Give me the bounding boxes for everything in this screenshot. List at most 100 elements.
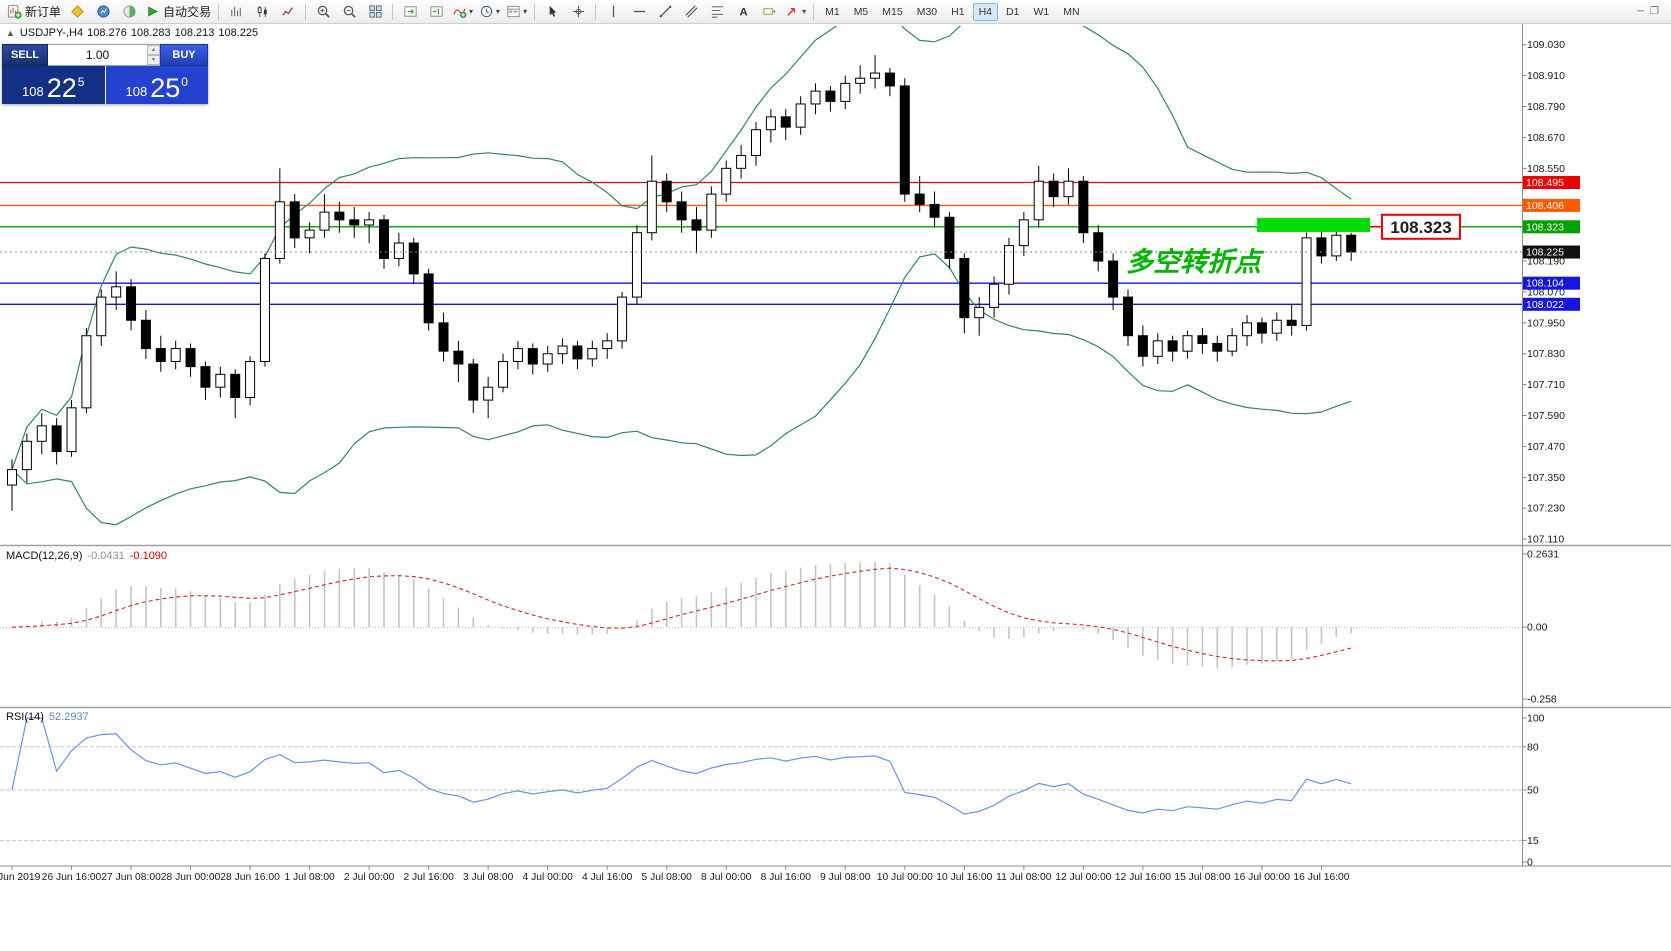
toolbar-buttons: 新订单 自动交易 ▾ ▾ ▾ A ▾ [4, 1, 818, 23]
chart-canvas[interactable]: 109.030 108.910 108.790 108.670 108.550 108.1… [0, 24, 1671, 951]
price-tag-box[interactable] [1381, 213, 1461, 240]
timeframe-button-mn[interactable]: MN [1057, 3, 1085, 21]
chart-shift-icon [429, 4, 444, 19]
new-order-label: 新订单 [25, 5, 62, 19]
new-order-button[interactable]: 新订单 [4, 1, 64, 23]
window-controls: ─ ❐ [1637, 6, 1667, 17]
sell-price-handle: 108 [22, 84, 44, 99]
minimize-window-icon[interactable]: ─ [1636, 6, 1645, 17]
cursor-button[interactable] [539, 1, 565, 23]
timeframe-button-h4[interactable]: H4 [972, 2, 999, 21]
periods-button[interactable]: ▾ [476, 1, 503, 23]
buy-button[interactable]: BUY [160, 44, 208, 66]
timeframe-button-m15[interactable]: M15 [876, 3, 908, 21]
price-axis-label: 107.230 [1527, 503, 1565, 515]
price-axis-label: 108.910 [1527, 70, 1565, 82]
sell-price-display[interactable]: 108 22 5 [2, 66, 105, 104]
horizontal-line-icon [632, 4, 647, 19]
price-axis-label: 107.590 [1527, 410, 1565, 422]
trendline-icon [658, 4, 673, 19]
timeframe-button-w1[interactable]: W1 [1027, 3, 1055, 21]
highlight-zone-rect[interactable] [1256, 218, 1371, 232]
rsi-axis-label: 100 [1527, 713, 1545, 725]
fibonacci-button[interactable] [704, 1, 730, 23]
time-axis-label: 4 Jul 16:00 [582, 872, 633, 883]
sell-button[interactable]: SELL [2, 44, 48, 66]
volume-input[interactable] [48, 45, 147, 65]
price-level-label [1523, 198, 1580, 212]
cursor-icon [545, 4, 560, 19]
tile-windows-button[interactable] [362, 1, 388, 23]
label-icon [762, 4, 777, 19]
market-watch-button[interactable] [64, 1, 90, 23]
vertical-line-icon [606, 4, 621, 19]
auto-scroll-button[interactable] [397, 1, 423, 23]
rsi-line[interactable] [11, 717, 1352, 815]
bollinger-upper-band[interactable] [11, 24, 1352, 470]
toolbar: 新订单 自动交易 ▾ ▾ ▾ A ▾ M1 M5 M15 M30 H1 H4 D1 W1 MN ─ ❐ [0, 0, 1671, 24]
periods-icon [479, 4, 494, 19]
volume-increase-button[interactable]: ▲ [147, 45, 160, 55]
autotrading-label: 自动交易 [163, 5, 212, 19]
restore-window-icon[interactable]: ❐ [1650, 6, 1659, 17]
trendline-button[interactable] [652, 1, 678, 23]
toolbar-separator [534, 3, 536, 20]
timeframe-button-m1[interactable]: M1 [819, 3, 846, 21]
navigator-icon [122, 4, 137, 19]
timeframe-button-h1[interactable]: H1 [945, 3, 970, 21]
templates-button[interactable]: ▾ [503, 1, 530, 23]
chart-shift-button[interactable] [423, 1, 449, 23]
price-axis-label: 108.790 [1527, 101, 1565, 113]
price-axis[interactable]: 109.030 108.910 108.790 108.670 108.550 108.1… [1522, 39, 1566, 546]
arrows-button[interactable]: ▾ [782, 1, 809, 23]
chart-symbol-period: USDJPY-,H4 [19, 27, 84, 39]
bollinger-lower-band[interactable] [11, 253, 1352, 526]
price-axis-label: 109.030 [1527, 39, 1565, 51]
time-axis-label: 11 Jul 08:00 [996, 872, 1052, 883]
channel-button[interactable] [678, 1, 704, 23]
navigator-button[interactable] [116, 1, 142, 23]
price-level-label [1523, 297, 1580, 311]
ohlc-close: 108.225 [218, 27, 259, 39]
data-window-button[interactable] [90, 1, 116, 23]
text-icon: A [736, 4, 751, 19]
text-button[interactable]: A [730, 1, 756, 23]
timeframe-button-m5[interactable]: M5 [848, 3, 875, 21]
sell-price-pips: 22 [46, 73, 77, 104]
line-chart-button[interactable] [275, 1, 301, 23]
data-window-icon [96, 4, 111, 19]
timeframe-button-d1[interactable]: D1 [1000, 3, 1025, 21]
indicators-button[interactable]: ▾ [449, 1, 476, 23]
templates-icon [506, 4, 521, 19]
autotrading-button[interactable]: 自动交易 [142, 1, 214, 23]
volume-decrease-button[interactable]: ▼ [147, 55, 160, 65]
bar-chart-button[interactable] [223, 1, 249, 23]
timeframe-button-m30[interactable]: M30 [911, 3, 943, 21]
time-axis-label: 9 Jul 08:00 [820, 872, 871, 883]
price-axis-label: 107.710 [1527, 379, 1565, 391]
one-click-toggle-icon[interactable]: ▲ [6, 28, 15, 38]
rsi-indicator-label: RSI(14) 52.2937 [6, 711, 89, 723]
zoom-out-button[interactable] [336, 1, 362, 23]
label-button[interactable] [756, 1, 782, 23]
indicators-icon [452, 4, 467, 19]
chevron-down-icon: ▾ [469, 7, 474, 16]
candlestick-series[interactable] [7, 55, 1357, 511]
toolbar-separator [218, 3, 220, 20]
zoom-in-button[interactable] [310, 1, 336, 23]
annotation-turning-point[interactable]: 多空转折点 [1126, 247, 1265, 277]
rsi-axis-label: 80 [1527, 741, 1539, 753]
svg-text:108.022: 108.022 [1526, 299, 1564, 311]
crosshair-button[interactable] [565, 1, 591, 23]
macd-axis-label: -0.258 [1527, 694, 1557, 706]
buy-price-display[interactable]: 108 25 0 [105, 66, 208, 104]
sell-price-point: 5 [77, 75, 85, 89]
chart-ohlc-readout: ▲ USDJPY-,H4 108.276 108.283 108.213 108.225 [6, 27, 262, 39]
candlestick-chart-button[interactable] [249, 1, 275, 23]
horizontal-line-button[interactable] [626, 1, 652, 23]
autotrading-icon [145, 4, 160, 19]
vertical-line-button[interactable] [600, 1, 626, 23]
